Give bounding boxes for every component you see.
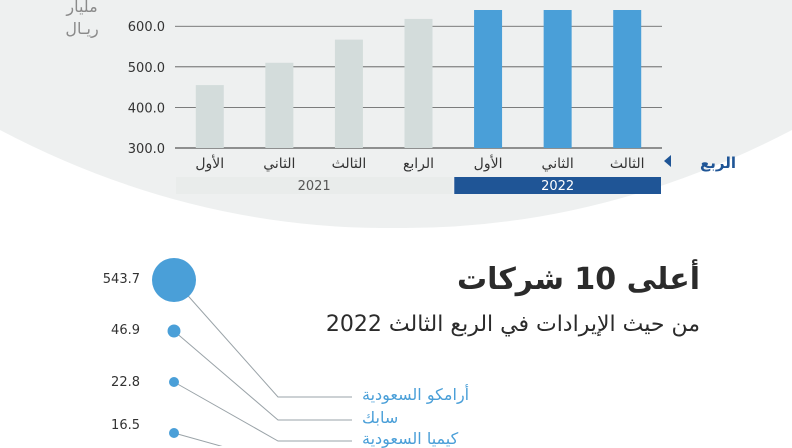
bar xyxy=(334,39,363,149)
unit-label: مليار ريـال xyxy=(60,0,104,40)
bar xyxy=(613,10,642,148)
y-tick-label: 600.0 xyxy=(128,20,165,35)
x-tick-label: الثاني xyxy=(263,156,295,172)
company-bubble xyxy=(167,324,181,338)
connector-line xyxy=(173,432,223,446)
company-value: 46.9 xyxy=(111,323,140,338)
x-tick-label: الأول xyxy=(195,154,224,172)
company-value: 543.7 xyxy=(102,272,140,287)
bar xyxy=(265,62,294,148)
unit-label-line1: مليار xyxy=(66,0,98,16)
company-name: كيميا السعودية xyxy=(362,429,459,448)
company-value: 22.8 xyxy=(111,375,140,390)
bar xyxy=(474,10,503,148)
axis-arrow-icon xyxy=(664,155,671,167)
y-tick-label: 300.0 xyxy=(128,142,165,157)
company-value: 16.5 xyxy=(111,418,140,433)
bar xyxy=(543,10,572,148)
year-label: 2022 xyxy=(541,179,574,194)
company-bubble xyxy=(169,428,179,438)
x-axis-title: الربع xyxy=(700,154,736,172)
x-tick-label: الثالث xyxy=(332,156,367,172)
top-panel xyxy=(0,0,792,229)
bar xyxy=(195,85,224,148)
company-name: أرامكو السعودية xyxy=(362,385,470,404)
company-bubble xyxy=(169,377,179,387)
company-name: سابك xyxy=(362,408,399,427)
x-tick-label: الأول xyxy=(474,154,503,172)
y-tick-label: 400.0 xyxy=(128,101,165,116)
companies-subtitle: من حيث الإيرادات في الربع الثالث 2022 xyxy=(325,312,700,337)
quarterly-bar-chart: 300.0 400.0 500.0 600.0 الأول الثاني الثالث الر… xyxy=(128,10,736,194)
connector-line xyxy=(173,279,352,398)
year-band xyxy=(176,177,453,194)
bar xyxy=(404,18,433,148)
year-label: 2021 xyxy=(298,179,331,194)
x-tick-label: الثاني xyxy=(542,156,574,172)
connector-line xyxy=(173,381,352,442)
company-bubble xyxy=(152,258,196,302)
y-tick-label: 500.0 xyxy=(128,61,165,76)
companies-title: أعلى 10 شركات xyxy=(456,262,700,297)
year-band xyxy=(454,177,661,194)
x-tick-label: الثالث xyxy=(610,156,645,172)
x-tick-label: الرابع xyxy=(403,156,434,172)
connector-line xyxy=(173,330,352,421)
unit-label-line2: ريـال xyxy=(65,19,99,38)
